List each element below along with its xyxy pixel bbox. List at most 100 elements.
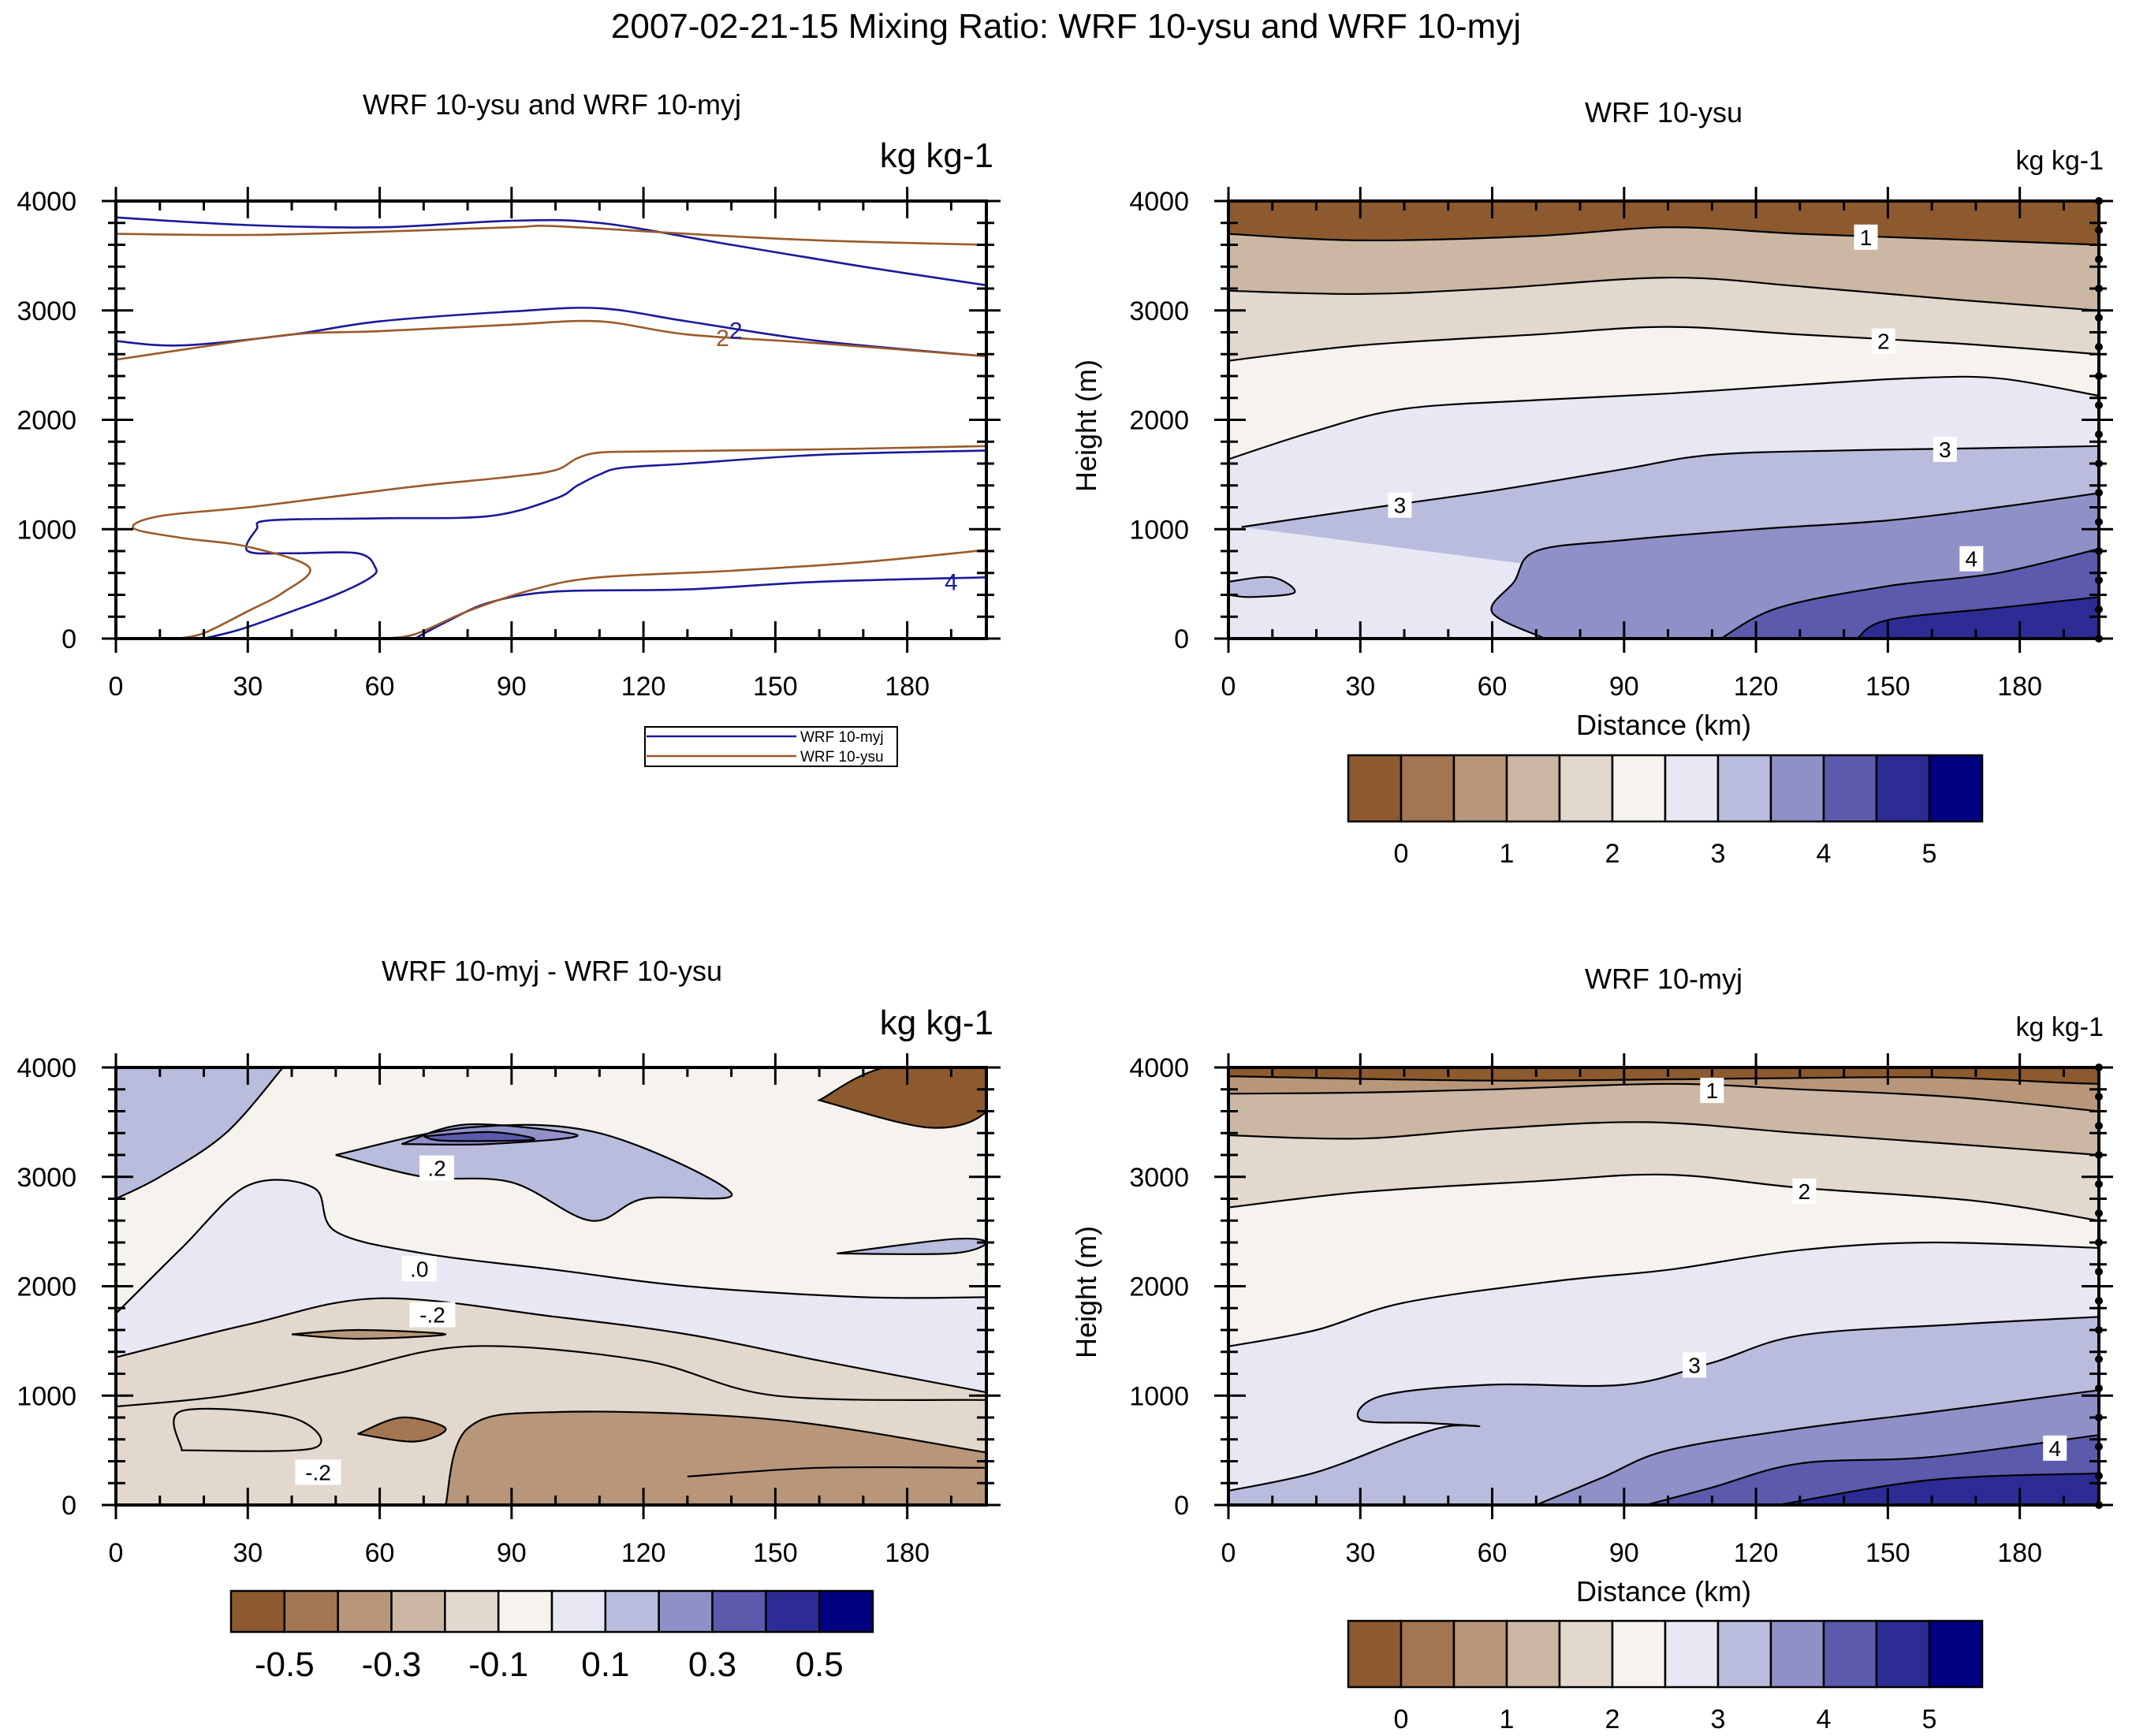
panel-ysu-contour-labels: 1 2 3 3 4 xyxy=(1388,224,1984,572)
myj-edge-dot xyxy=(2095,1355,2103,1363)
myj-contour-line xyxy=(1228,1316,2099,1492)
diff-contour-line xyxy=(116,1067,284,1200)
panel-ysu-units: kg kg-1 xyxy=(2016,146,2104,176)
diff-x-tick-label: 30 xyxy=(233,1538,263,1568)
diff-colorbar-swatch xyxy=(337,1589,393,1634)
myj-colorbar-label: 1 xyxy=(1500,1704,1515,1734)
panel-diff-frame xyxy=(114,1066,988,1507)
diff-contour-label: .0 xyxy=(410,1257,428,1281)
diff-colorbar-swatch xyxy=(283,1589,339,1634)
ysu-edge-dot xyxy=(2095,605,2103,613)
diff-x-tick-label: 150 xyxy=(753,1538,798,1568)
myj-contour-line xyxy=(1777,1472,2099,1505)
overlay-x-tick-label: 60 xyxy=(365,672,395,702)
ysu-edge-dot xyxy=(2095,430,2103,438)
myj-colorbar-swatch xyxy=(1505,1619,1561,1689)
myj-y-tick-label: 4000 xyxy=(1129,1053,1189,1083)
diff-colorbar-swatch xyxy=(711,1589,767,1634)
overlay-contour-ysu xyxy=(379,549,986,639)
myj-edge-dot xyxy=(2095,1414,2103,1421)
ysu-contour-line xyxy=(1228,576,1296,598)
diff-x-tick-label: 90 xyxy=(497,1538,527,1568)
ysu-contour-label: 2 xyxy=(1877,330,1890,354)
myj-edge-dot xyxy=(2095,1151,2103,1159)
ysu-x-tick-label: 180 xyxy=(1997,672,2042,702)
diff-contour-line xyxy=(357,1416,447,1443)
diff-contour-line xyxy=(173,1407,322,1452)
panel-ysu-frame xyxy=(1227,199,2100,640)
ysu-edge-dot xyxy=(2095,460,2103,468)
ysu-contour-label: 1 xyxy=(1860,225,1873,250)
myj-x-tick-label: 180 xyxy=(1997,1538,2042,1568)
diff-contour-line xyxy=(291,1328,447,1340)
diff-colorbar-label: 0.5 xyxy=(796,1645,844,1684)
myj-contour-line xyxy=(1228,1082,2099,1112)
ysu-contour-label-box xyxy=(1959,546,1984,572)
panel-overlay-line-labels: 22 4 xyxy=(716,318,958,595)
myj-colorbar-swatch xyxy=(1716,1619,1772,1689)
overlay-y-tick-label: 1000 xyxy=(17,515,76,545)
myj-edge-dot xyxy=(2095,1443,2103,1451)
ysu-edge-dot xyxy=(2095,255,2103,263)
diff-contour-label-box xyxy=(419,1155,455,1181)
panel-ysu-title: WRF 10-ysu xyxy=(1585,96,1742,129)
ysu-x-tick-label: 30 xyxy=(1345,672,1375,702)
figure-title: 2007-02-21-15 Mixing Ratio: WRF 10-ysu a… xyxy=(611,7,1521,46)
ysu-y-tick-label: 2000 xyxy=(1129,406,1189,436)
panel-diff-title: WRF 10-myj - WRF 10-ysu xyxy=(382,955,722,987)
diff-contour-line xyxy=(116,1179,986,1314)
overlay-x-tick-label: 150 xyxy=(753,672,798,702)
myj-y-tick-label: 3000 xyxy=(1129,1163,1189,1193)
diff-colorbar-swatch xyxy=(550,1589,607,1634)
overlay-contour-myj xyxy=(116,307,986,358)
panel-overlay-frame xyxy=(114,199,988,640)
ysu-colorbar-swatch xyxy=(1875,754,1931,823)
ysu-colorbar-label: 5 xyxy=(1922,839,1937,869)
myj-contour-label: 1 xyxy=(1706,1078,1719,1103)
panel-myj-ticks: 0 30 60 90 120 150 180 0 1000 2000 3000 4000 xyxy=(1129,1053,2113,1568)
myj-x-tick-label: 90 xyxy=(1609,1538,1639,1568)
ysu-fill-region xyxy=(1857,597,2099,639)
ysu-edge-dot xyxy=(2095,635,2103,643)
ysu-edge-dot xyxy=(2095,489,2103,497)
myj-contour-line xyxy=(1228,1121,2099,1157)
diff-colorbar-label: -0.1 xyxy=(468,1645,528,1684)
myj-colorbar-label: 0 xyxy=(1394,1704,1409,1734)
ysu-colorbar-swatch xyxy=(1452,754,1508,823)
myj-contour-line xyxy=(1228,1241,2099,1347)
myj-x-tick-label: 0 xyxy=(1221,1538,1236,1568)
ysu-contour-label: 4 xyxy=(1966,547,1978,572)
panel-ysu-edge-dots xyxy=(2095,197,2103,643)
myj-edge-dot xyxy=(2095,1122,2103,1130)
diff-y-tick-label: 4000 xyxy=(17,1053,76,1083)
panel-myj-ylabel: Height (m) xyxy=(1070,1226,1102,1358)
overlay-contour-myj xyxy=(414,576,986,639)
myj-edge-dot xyxy=(2095,1064,2103,1071)
legend-box xyxy=(644,726,898,767)
ysu-y-tick-label: 0 xyxy=(1174,624,1189,654)
diff-colorbar-swatch xyxy=(390,1589,446,1634)
myj-colorbar-swatch xyxy=(1875,1619,1931,1689)
panel-ysu-fills xyxy=(1228,201,2099,639)
overlay-x-tick-label: 30 xyxy=(233,672,263,702)
ysu-y-tick-label: 1000 xyxy=(1129,515,1189,545)
myj-contour-label: 3 xyxy=(1688,1353,1701,1377)
diff-contour-label-box xyxy=(401,1256,437,1282)
diff-colorbar-swatch xyxy=(229,1589,286,1634)
myj-contour-label-box xyxy=(1792,1178,1817,1204)
ysu-contour-line xyxy=(1490,492,2099,639)
panel-diff-contour-labels: .2 .0 -.2 -.2 xyxy=(295,1155,456,1485)
diff-y-tick-label: 0 xyxy=(62,1491,76,1521)
myj-contour-line xyxy=(1535,1389,2099,1505)
diff-contour-line xyxy=(401,1123,579,1146)
ysu-colorbar-label: 3 xyxy=(1711,839,1726,869)
panel-diff: WRF 10-myj - WRF 10-ysu kg kg-1 0 30 60 90 1… xyxy=(17,955,1001,1684)
diff-contour-label-box xyxy=(409,1302,456,1328)
ysu-x-tick-label: 90 xyxy=(1609,672,1639,702)
overlay-y-tick-label: 0 xyxy=(62,624,76,654)
panel-ysu: WRF 10-ysu kg kg-1 0 30 60 90 120 150 18001000… xyxy=(1070,96,2113,869)
ysu-x-tick-label: 60 xyxy=(1478,672,1508,702)
panel-myj-xlabel: Distance (km) xyxy=(1576,1575,1751,1607)
diff-fill-island xyxy=(173,1408,322,1451)
